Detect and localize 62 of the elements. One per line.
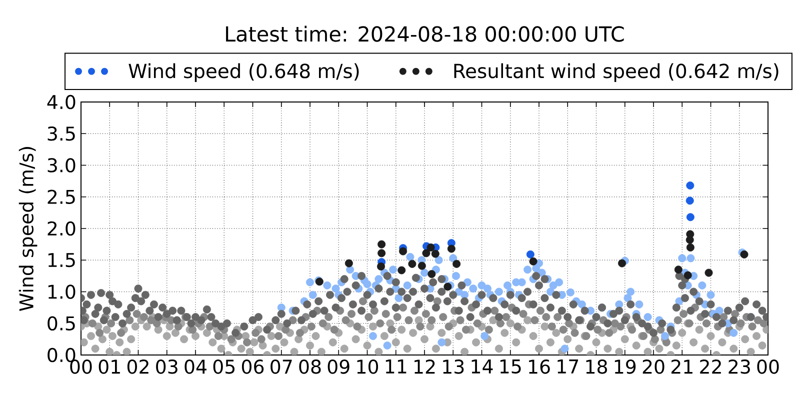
point	[399, 247, 408, 256]
point	[686, 196, 694, 205]
point	[529, 257, 538, 266]
x-tick-label: 03	[156, 360, 178, 374]
point	[418, 262, 426, 270]
x-tick-label: 12	[414, 360, 435, 374]
x-tick-label: 14	[472, 360, 493, 374]
point	[344, 259, 353, 268]
point	[704, 268, 713, 277]
x-tick-label: 06	[242, 360, 264, 374]
x-tick-label: 00	[757, 360, 779, 374]
point	[526, 250, 534, 258]
point	[444, 282, 452, 291]
point	[686, 236, 694, 244]
x-tick-label: 20	[642, 360, 664, 374]
x-tick-label: 08	[299, 360, 321, 374]
y-tick-label: 0.5	[48, 316, 75, 331]
y-tick-label: 2.0	[48, 221, 76, 236]
x-tick-label: 19	[614, 360, 636, 374]
point	[426, 243, 435, 252]
point	[422, 249, 430, 258]
x-tick-label: 04	[184, 360, 206, 374]
y-tick-label: 4.0	[47, 94, 76, 110]
point	[686, 181, 694, 190]
point	[674, 266, 682, 274]
x-tick-label: 01	[98, 360, 120, 374]
point	[684, 271, 692, 280]
y-tick-label: 1.5	[48, 253, 75, 268]
y-tick-label: 3.0	[48, 158, 76, 172]
point	[452, 260, 461, 268]
x-tick-label: 07	[270, 360, 292, 374]
x-tick-label: 10	[357, 360, 378, 374]
point	[431, 250, 440, 258]
legend-label: Resultant wind speed (0.642 m/s)	[454, 63, 778, 82]
chart-title: Latest time: 2024-08-18 00:00:00 UTC	[226, 26, 624, 42]
x-tick-label: 18	[586, 360, 607, 374]
x-tick-label: 15	[500, 360, 521, 374]
y-tick-label: 1.0	[48, 284, 76, 299]
point	[686, 213, 694, 222]
x-tick-label: 11	[386, 360, 406, 374]
point	[428, 270, 436, 278]
legend-label: Wind speed (0.648 m/s)	[128, 63, 359, 82]
point	[376, 262, 385, 270]
x-tick-label: 02	[127, 360, 148, 374]
x-tick-label: 13	[443, 360, 464, 374]
x-tick-label: 05	[213, 360, 235, 374]
y-tick-label: 2.5	[48, 190, 75, 204]
x-tick-label: 23	[728, 360, 750, 374]
y-tick-label: 3.5	[48, 126, 75, 141]
point	[398, 266, 406, 274]
point	[378, 240, 386, 248]
point	[408, 260, 416, 268]
x-tick-label: 22	[700, 360, 721, 374]
point	[686, 243, 694, 252]
x-tick-label: 17	[558, 360, 578, 374]
point	[447, 244, 456, 253]
x-tick-label: 16	[529, 360, 550, 374]
x-tick-label: 09	[328, 360, 350, 374]
y-axis-title: Wind speed (m/s)	[18, 147, 38, 311]
point	[618, 259, 626, 268]
x-tick-label: 21	[671, 360, 692, 374]
point	[378, 249, 386, 258]
